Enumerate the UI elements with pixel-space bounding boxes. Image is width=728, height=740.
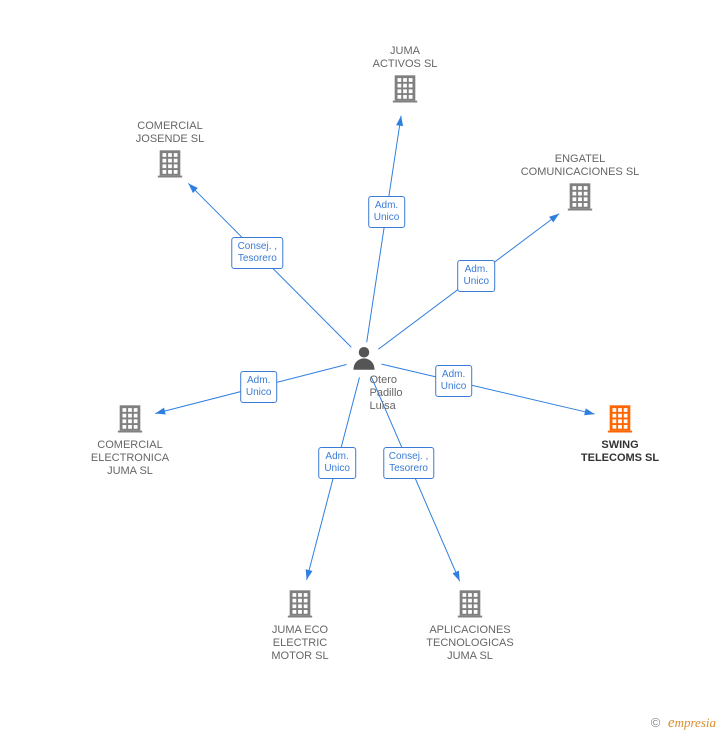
brand-name: empresia	[668, 715, 716, 730]
node-label: ENGATEL COMUNICACIONES SL	[521, 153, 640, 179]
node-label: JUMA ECO ELECTRIC MOTOR SL	[271, 624, 328, 663]
edge-label: Adm. Unico	[318, 447, 356, 479]
edge-arrowhead	[155, 408, 166, 415]
edge-arrowhead	[452, 571, 459, 582]
building-icon	[605, 403, 635, 438]
node-label: COMERCIAL ELECTRONICA JUMA SL	[91, 439, 169, 478]
building-icon	[565, 181, 595, 216]
edge-arrowhead	[306, 569, 313, 580]
building-icon	[155, 148, 185, 183]
person-icon	[350, 344, 378, 377]
edge-label: Consej. , Tesorero	[383, 447, 434, 479]
edge-label: Adm. Unico	[240, 371, 278, 403]
edge-arrowhead	[549, 214, 559, 223]
copyright-symbol: ©	[651, 715, 661, 730]
edge-arrowhead	[584, 408, 595, 415]
building-icon	[115, 403, 145, 438]
edge-arrowhead	[396, 116, 403, 126]
footer: © empresia	[651, 715, 716, 732]
edge-label: Consej. , Tesorero	[232, 237, 283, 269]
node-label: COMERCIAL JOSENDE SL	[136, 120, 204, 146]
node-label: JUMA ACTIVOS SL	[373, 45, 438, 71]
center-node-label: Otero Padillo Luisa	[369, 374, 402, 413]
building-icon	[390, 73, 420, 108]
edge-line	[382, 364, 595, 414]
building-icon	[455, 588, 485, 623]
node-label: SWING TELECOMS SL	[581, 439, 659, 465]
edge-label: Adm. Unico	[368, 196, 406, 228]
edge-label: Adm. Unico	[435, 365, 473, 397]
node-label: APLICACIONES TECNOLOGICAS JUMA SL	[426, 624, 513, 663]
edge-line	[367, 116, 401, 342]
edge-label: Adm. Unico	[458, 260, 496, 292]
building-icon	[285, 588, 315, 623]
